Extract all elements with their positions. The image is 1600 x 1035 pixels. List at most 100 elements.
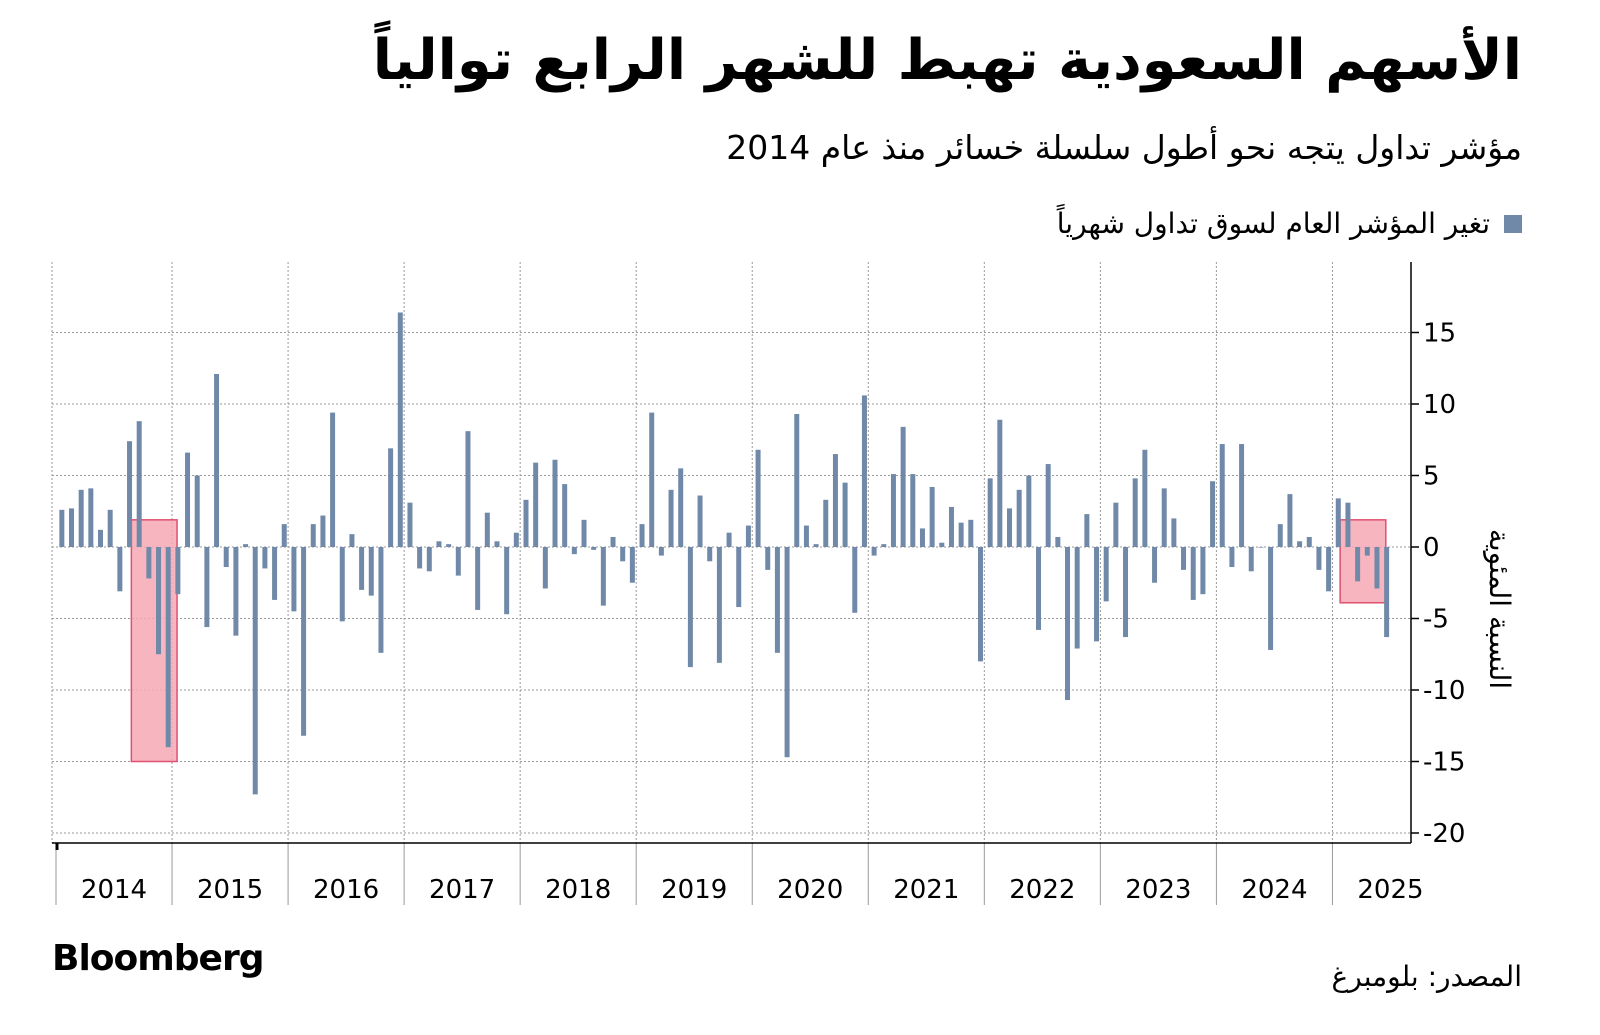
bar <box>78 489 84 547</box>
bar <box>272 547 278 600</box>
bar <box>871 547 877 556</box>
bar <box>832 454 838 547</box>
bar <box>842 482 848 547</box>
bar <box>281 524 287 547</box>
bar <box>252 547 258 795</box>
bar <box>223 547 229 568</box>
bar <box>513 532 519 547</box>
y-tick-label: 0 <box>1423 533 1440 563</box>
bar <box>1335 498 1341 547</box>
bar <box>233 547 239 636</box>
bar <box>552 459 558 547</box>
chart-title: الأسهم السعودية تهبط للشهر الرابع تواليا… <box>372 28 1522 93</box>
bar <box>1152 547 1158 583</box>
bar <box>388 448 394 547</box>
bar <box>310 524 316 547</box>
bar <box>1297 541 1303 547</box>
bar <box>1171 518 1177 547</box>
bar <box>127 441 133 547</box>
bar <box>417 547 423 569</box>
bar <box>1316 547 1322 570</box>
bar <box>146 547 152 579</box>
bar <box>852 547 858 613</box>
bar <box>397 312 403 547</box>
y-tick-label: 5 <box>1423 462 1440 492</box>
bar <box>1190 547 1196 600</box>
bar <box>1016 489 1022 547</box>
bar <box>1084 514 1090 547</box>
bar <box>368 547 374 596</box>
bar <box>1200 547 1206 595</box>
bar <box>504 547 510 615</box>
bar <box>1132 478 1138 547</box>
bar <box>262 547 268 569</box>
bar <box>687 547 693 668</box>
bar <box>813 544 819 547</box>
bar <box>1374 547 1380 589</box>
bar <box>697 495 703 547</box>
bar <box>1006 508 1012 547</box>
axes: 15 10 5 0 -5 -10 -15 -20 2014 2015 2016 2017 2018 201… <box>51 262 1465 905</box>
bar <box>629 547 635 583</box>
x-tick-label: 2016 <box>313 875 379 905</box>
bar <box>668 489 674 547</box>
y-tick-label: -5 <box>1423 605 1449 635</box>
bar <box>977 547 983 662</box>
y-tick-label: 10 <box>1423 390 1456 420</box>
bar <box>929 486 935 547</box>
bar <box>620 547 626 562</box>
bar <box>484 512 490 547</box>
bar <box>910 474 916 547</box>
bar <box>1326 547 1332 592</box>
bar <box>562 484 568 547</box>
bar <box>339 547 345 622</box>
x-tick-label: 2017 <box>429 875 495 905</box>
bar <box>1277 524 1283 547</box>
bar <box>968 519 974 547</box>
bar <box>378 547 384 653</box>
bar <box>726 532 732 547</box>
bar <box>69 508 75 547</box>
bar <box>1113 502 1119 547</box>
bar <box>1248 547 1254 572</box>
bar <box>823 499 829 547</box>
y-tick-label: -20 <box>1423 819 1465 849</box>
legend: تغير المؤشر العام لسوق تداول شهرياً <box>1057 207 1522 240</box>
bar <box>1258 547 1264 548</box>
x-tick-label: 2022 <box>1009 875 1075 905</box>
x-tick-label: 2025 <box>1357 875 1423 905</box>
bar <box>765 547 771 570</box>
bar <box>156 547 162 655</box>
bar <box>204 547 210 628</box>
bar <box>958 522 964 547</box>
bar <box>59 509 65 547</box>
bar <box>678 468 684 547</box>
bar <box>98 529 104 547</box>
bar <box>939 542 945 547</box>
bar <box>987 478 993 547</box>
bar <box>639 524 645 547</box>
bar <box>542 547 548 589</box>
bar <box>1181 547 1187 570</box>
bar <box>1142 449 1148 547</box>
bar <box>919 528 925 547</box>
bar <box>1239 444 1245 547</box>
source-note: المصدر: بلومبرغ <box>1331 960 1522 993</box>
bar <box>349 534 355 547</box>
bar <box>301 547 307 736</box>
bar <box>330 412 336 547</box>
chart-subtitle: مؤشر تداول يتجه نحو أطول سلسلة خسائر منذ… <box>726 128 1522 167</box>
bar <box>1123 547 1129 638</box>
bar <box>600 547 606 606</box>
bar <box>571 547 577 555</box>
bar <box>794 414 800 547</box>
bar <box>997 419 1003 547</box>
bar <box>1094 547 1100 642</box>
bar <box>1268 547 1274 650</box>
legend-swatch <box>1504 214 1522 233</box>
bar <box>1355 547 1361 582</box>
y-axis-label: النسبة المئوية <box>1483 529 1516 689</box>
legend-label: تغير المؤشر العام لسوق تداول شهرياً <box>1056 207 1490 240</box>
bar <box>436 541 442 547</box>
bar <box>243 544 249 547</box>
